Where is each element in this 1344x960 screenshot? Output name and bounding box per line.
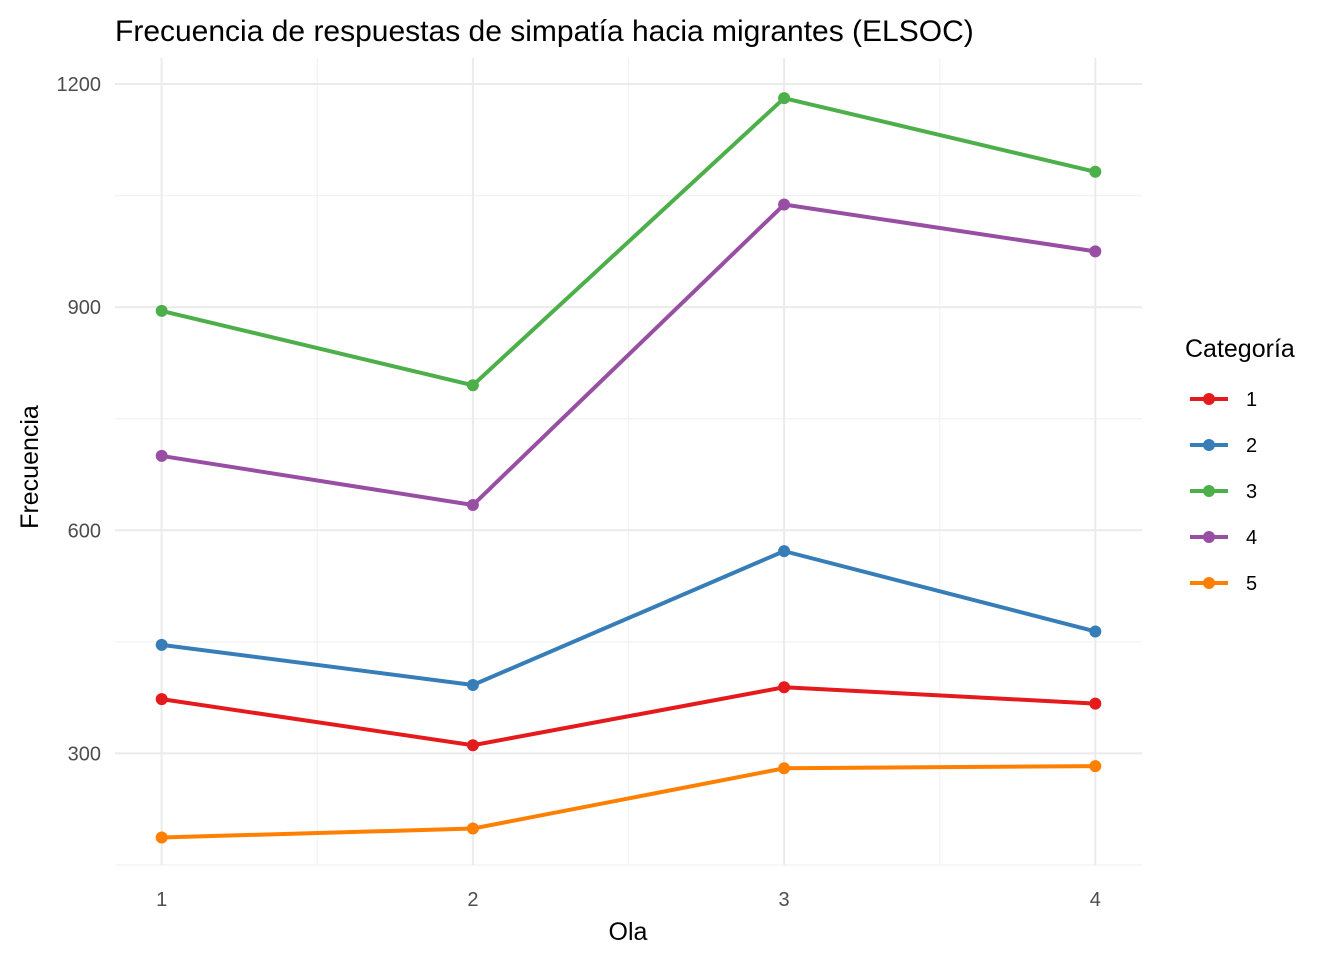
legend-key-point [1203, 577, 1215, 589]
grid-minor [115, 58, 1142, 866]
data-point [155, 449, 168, 462]
legend-label: 4 [1246, 527, 1257, 549]
series-line-3 [161, 96, 1096, 388]
data-point [155, 638, 168, 651]
data-point [778, 545, 791, 558]
series-line-4 [161, 202, 1096, 508]
x-tick-label: 4 [1090, 889, 1101, 911]
legend-item-4: 4 [1190, 527, 1257, 549]
x-axis-ticks: 1 2 3 4 [156, 889, 1101, 911]
y-tick-label: 1200 [57, 74, 102, 96]
data-point [466, 679, 479, 692]
x-tick-label: 1 [156, 889, 167, 911]
legend-key-point [1203, 393, 1215, 405]
legend-label: 2 [1246, 435, 1257, 457]
legend-key-point [1203, 485, 1215, 497]
data-point [1089, 245, 1102, 258]
legend-item-3: 3 [1190, 481, 1257, 503]
legend-item-2: 2 [1190, 435, 1257, 457]
y-axis-ticks: 300 600 900 1200 [57, 74, 102, 765]
data-point [466, 739, 479, 752]
data-point [466, 499, 479, 512]
y-tick-label: 600 [68, 520, 101, 542]
series-line-5 [161, 764, 1096, 840]
data-point [1089, 165, 1102, 178]
y-tick-label: 900 [68, 297, 101, 319]
data-point [466, 822, 479, 835]
series-4 [155, 198, 1102, 512]
data-point [1089, 760, 1102, 773]
data-point [778, 92, 791, 105]
series-2 [155, 545, 1102, 692]
legend-key-point [1203, 439, 1215, 451]
legend-item-5: 5 [1190, 573, 1257, 595]
data-point [466, 379, 479, 392]
y-tick-label: 300 [68, 743, 101, 765]
x-axis-label: Ola [609, 918, 648, 946]
data-point [778, 198, 791, 211]
legend-label: 3 [1246, 481, 1257, 503]
series-5 [155, 760, 1102, 844]
series-1 [155, 681, 1102, 752]
legend-label: 5 [1246, 573, 1257, 595]
legend-item-1: 1 [1190, 389, 1257, 411]
legend-title: Categoría [1185, 335, 1295, 363]
legend-label: 1 [1246, 389, 1257, 411]
data-point [1089, 697, 1102, 710]
legend-items: 1 2 3 4 5 [1190, 389, 1257, 595]
series-3 [155, 92, 1102, 392]
series-line-2 [161, 549, 1096, 688]
data-point [155, 304, 168, 317]
data-point [778, 681, 791, 694]
data-point [155, 831, 168, 844]
data-point [1089, 625, 1102, 638]
x-tick-label: 2 [467, 889, 478, 911]
series-layer [155, 92, 1102, 844]
x-tick-label: 3 [779, 889, 790, 911]
y-axis-label: Frecuencia [16, 405, 44, 529]
legend-key-point [1203, 531, 1215, 543]
data-point [778, 762, 791, 775]
chart-title: Frecuencia de respuestas de simpatía hac… [115, 15, 974, 48]
legend: Categoría 1 2 3 4 5 [1185, 335, 1295, 595]
data-point [155, 693, 168, 706]
grid-major [115, 58, 1142, 865]
series-line-1 [161, 685, 1096, 748]
